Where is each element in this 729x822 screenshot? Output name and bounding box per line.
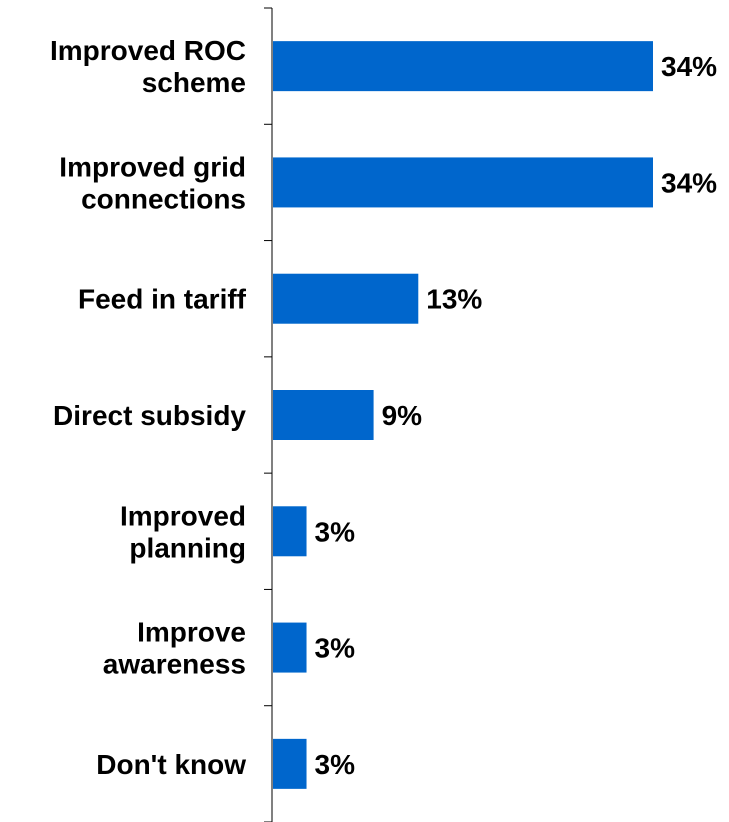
category-label: Improved planning: [120, 500, 246, 563]
category-axis: [264, 7, 273, 822]
bar: [273, 41, 653, 92]
bar: [273, 273, 419, 324]
bar: [273, 390, 374, 440]
data-label: 3%: [315, 516, 356, 547]
bar: [273, 157, 653, 208]
data-label: 9%: [382, 400, 423, 431]
category-label: Feed in tariff: [78, 284, 247, 315]
category-label: Don't know: [96, 749, 246, 780]
bar: [273, 506, 307, 557]
category-label: Direct subsidy: [53, 400, 246, 431]
data-label: 34%: [661, 167, 717, 198]
data-label: 3%: [315, 633, 356, 664]
data-label: 13%: [426, 284, 482, 315]
data-label: 3%: [315, 749, 356, 780]
bars-layer: [273, 41, 653, 789]
bar: [273, 622, 307, 673]
category-labels: Improved ROC scheme Improved grid connectio…: [50, 35, 247, 780]
value-labels: 34% 34% 13% 9% 3% 3% 3%: [315, 51, 718, 780]
category-label: Improved grid connections: [59, 151, 246, 214]
bar: [273, 738, 307, 789]
category-label: Improve awareness: [103, 617, 246, 680]
data-label: 34%: [661, 51, 717, 82]
category-label: Improved ROC scheme: [50, 35, 246, 98]
